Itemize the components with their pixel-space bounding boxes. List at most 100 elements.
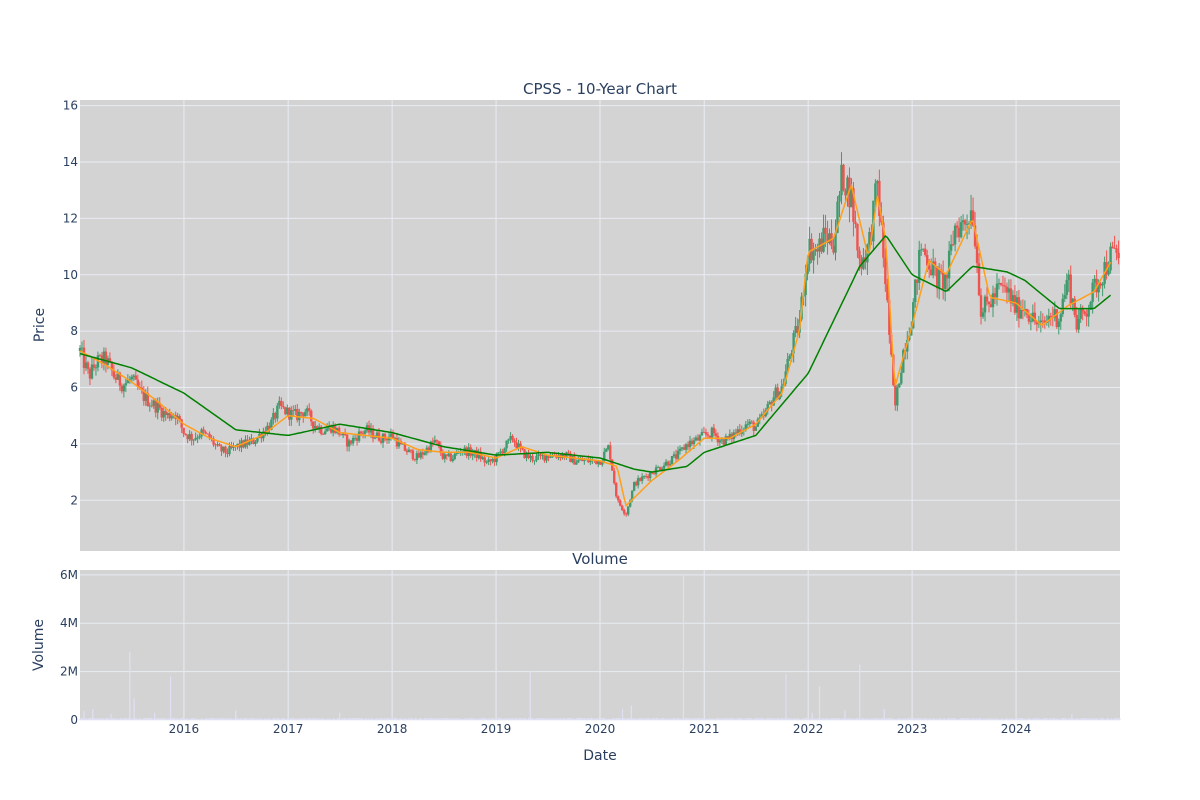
volume-bar: [994, 718, 996, 720]
candle-up-body: [198, 436, 201, 438]
volume-bar: [592, 718, 594, 720]
ma-short-line: [79, 183, 1112, 508]
volume-bar: [93, 718, 95, 720]
candle-up-body: [407, 449, 411, 453]
volume-bar: [958, 719, 960, 720]
volume-bar: [1061, 717, 1063, 720]
x-tick-label: 2017: [273, 722, 304, 736]
volume-bar: [486, 718, 488, 720]
volume-bar: [85, 717, 87, 720]
volume-bar: [417, 719, 419, 720]
volume-bar: [222, 718, 224, 720]
volume-bar: [263, 719, 265, 720]
volume-bar: [451, 718, 453, 720]
volume-bar: [401, 718, 403, 720]
volume-bar: [773, 718, 775, 720]
volume-bar: [668, 718, 670, 720]
volume-bar: [1096, 719, 1098, 720]
volume-bar: [330, 719, 332, 720]
volume-bar: [417, 718, 419, 720]
volume-bar: [661, 718, 663, 720]
price-gridlines: [80, 100, 1120, 551]
volume-bar: [474, 719, 476, 720]
candle-up-body: [537, 454, 540, 457]
volume-bar: [479, 719, 481, 720]
volume-bar: [795, 718, 797, 720]
candle-up-body: [628, 500, 632, 507]
volume-bar: [286, 718, 288, 720]
volume-bar: [322, 718, 324, 720]
volume-bar: [539, 718, 541, 720]
volume-bar: [104, 719, 106, 720]
volume-bar: [257, 718, 259, 720]
volume-bar: [610, 719, 612, 720]
candle-up-body: [846, 177, 849, 196]
volume-bar: [973, 719, 975, 720]
volume-bar: [416, 718, 418, 720]
volume-bar: [725, 717, 727, 720]
volume-bar: [1013, 719, 1015, 720]
volume-bar: [559, 718, 561, 720]
volume-bar: [511, 718, 513, 720]
volume-bar: [863, 717, 865, 720]
volume-bar: [272, 718, 274, 720]
volume-bar: [838, 717, 840, 720]
volume-bar: [283, 718, 285, 720]
candle-down-body: [704, 432, 708, 435]
candle-down-body: [252, 438, 255, 444]
volume-bar: [481, 719, 483, 720]
volume-bar: [590, 719, 592, 720]
volume-bar: [625, 718, 627, 720]
volume-bar: [1066, 719, 1068, 720]
volume-bar: [506, 718, 508, 720]
candle-up-body: [756, 419, 759, 427]
volume-bar: [858, 718, 860, 720]
volume-bar: [561, 718, 563, 720]
volume-bar: [115, 718, 117, 720]
volume-bar: [559, 718, 561, 720]
volume-bar: [127, 718, 129, 720]
volume-bar: [727, 719, 729, 720]
volume-bar: [869, 719, 871, 720]
volume-bar: [359, 718, 361, 720]
volume-bar: [920, 718, 922, 720]
volume-bar: [703, 718, 705, 720]
candle-up-body: [636, 478, 640, 486]
volume-bar: [635, 718, 637, 720]
candle-down-body: [1043, 320, 1047, 323]
volume-bar: [232, 719, 234, 720]
candle-down-body: [146, 393, 149, 407]
volume-bar: [150, 717, 152, 720]
volume-bar: [299, 719, 301, 720]
volume-bar: [1005, 718, 1007, 720]
volume-bar: [393, 718, 395, 720]
volume-bar: [830, 718, 832, 720]
volume-bar: [625, 718, 627, 720]
volume-bar: [783, 718, 785, 720]
candle-up-body: [906, 340, 909, 352]
candle-up-body: [256, 437, 259, 442]
volume-bar: [741, 718, 743, 720]
volume-bar: [591, 718, 593, 720]
volume-bar: [107, 717, 109, 720]
candle-down-body: [383, 433, 387, 440]
volume-bar: [376, 718, 378, 720]
volume-bar: [523, 718, 525, 720]
volume-bar: [590, 717, 592, 720]
volume-bar: [828, 718, 830, 720]
volume-bar: [1019, 718, 1021, 720]
volume-bar: [835, 717, 837, 720]
volume-bar: [316, 719, 318, 720]
volume-bar: [760, 718, 762, 720]
volume-bar: [824, 718, 826, 720]
volume-bar: [377, 718, 379, 720]
candle-up-body: [415, 453, 419, 461]
volume-bar: [326, 719, 328, 720]
volume-bar: [848, 718, 850, 720]
volume-bar: [168, 718, 170, 720]
volume-bar: [748, 719, 750, 720]
volume-bar: [550, 718, 552, 720]
volume-bar: [655, 718, 657, 720]
volume-bar: [1063, 718, 1065, 720]
volume-bar: [851, 718, 853, 720]
